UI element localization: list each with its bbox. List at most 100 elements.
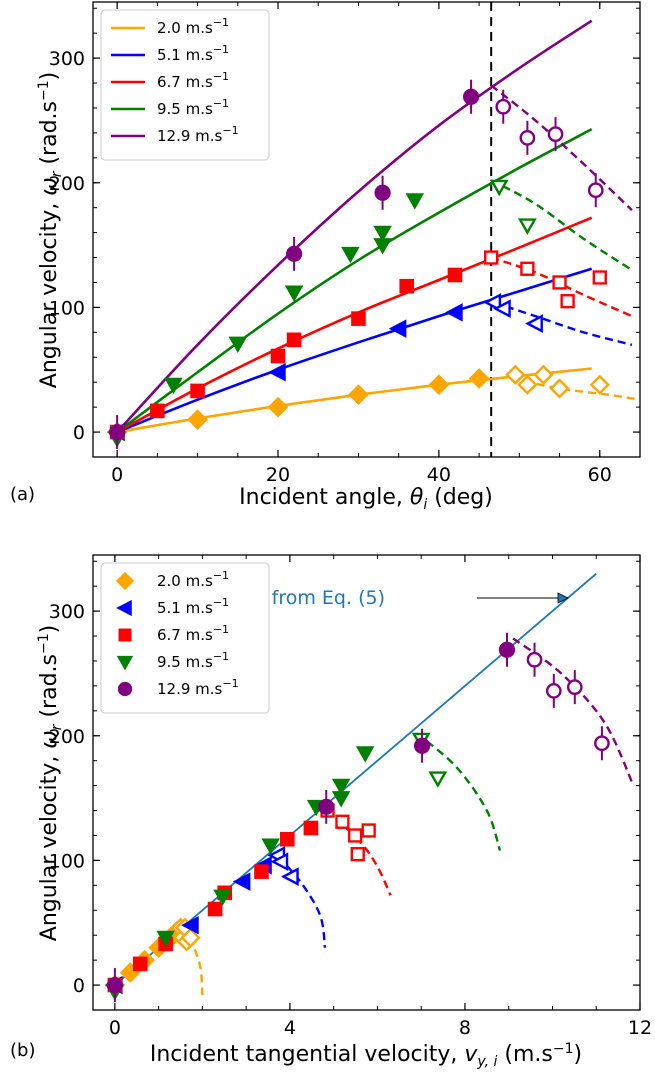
x-tick-label: 60 bbox=[588, 464, 612, 486]
point-6-7-7 bbox=[447, 267, 463, 283]
point-6-7-5 bbox=[351, 311, 366, 326]
legend-label-2-0: 2.0 m.s−1 bbox=[157, 569, 229, 590]
panel-b-legend: 2.0 m.s−1 5.1 m.s−1 6.7 m.s−1 9.5 m.s−1 12.9… bbox=[100, 562, 270, 714]
point-2-0-5 bbox=[468, 368, 490, 389]
open-point-6-7-2 bbox=[347, 828, 363, 843]
panel-a-ticks: 0 20 40 60 0 100 200 300 bbox=[49, 2, 641, 486]
y-tick-label: 200 bbox=[49, 726, 85, 748]
open-point-2-0-4 bbox=[589, 374, 610, 395]
x-tick-label: 20 bbox=[266, 464, 290, 486]
open-point-6-7-3 bbox=[560, 294, 575, 309]
panel-b-xlabel: Incident tangential velocity, vy, i (m.s… bbox=[150, 1041, 582, 1070]
point-12-9-1 bbox=[286, 245, 303, 262]
open-point-5-1-1 bbox=[270, 852, 289, 871]
legend-label-6-7: 6.7 m.s−1 bbox=[157, 70, 229, 91]
dashed-curve-9-5 bbox=[416, 732, 502, 851]
legend-marker-2-0 bbox=[115, 571, 135, 591]
legend-box bbox=[100, 562, 270, 714]
point-2-0-2 bbox=[267, 396, 289, 418]
open-point-12-9-2 bbox=[566, 679, 583, 695]
panel-a-letter: (a) bbox=[10, 484, 35, 505]
model-line bbox=[114, 573, 597, 986]
point-5-1-3 bbox=[445, 303, 463, 322]
point-9-5-1 bbox=[156, 930, 175, 948]
point-9-5-6 bbox=[373, 225, 392, 243]
panel-b: 0 4 8 12 0 100 200 300 2.0 m.s−1 5.1 m.s−1 6.7 m.… bbox=[10, 554, 652, 1070]
point-12-9-3 bbox=[462, 88, 480, 105]
point-6-7-1 bbox=[150, 403, 165, 419]
y-tick-label: 300 bbox=[49, 48, 85, 70]
dashed-curve-5-1 bbox=[276, 854, 327, 948]
open-point-12-9-1 bbox=[545, 683, 562, 699]
open-point-12-9-0 bbox=[495, 98, 512, 115]
open-point-5-1-0 bbox=[483, 293, 502, 312]
point-6-7-6 bbox=[279, 831, 295, 847]
point-9-5-3 bbox=[261, 838, 280, 855]
x-tick-label: 0 bbox=[111, 464, 123, 486]
open-point-12-9-3 bbox=[594, 735, 610, 752]
open-point-2-0-1 bbox=[517, 374, 538, 395]
point-2-0-4 bbox=[428, 374, 450, 396]
open-point-2-0-2 bbox=[533, 364, 554, 385]
open-point-6-7-3 bbox=[350, 847, 365, 862]
open-point-5-1-1 bbox=[492, 299, 511, 318]
open-point-6-7-0 bbox=[484, 250, 499, 265]
point-5-1-1 bbox=[268, 363, 286, 382]
point-9-5-1 bbox=[164, 377, 183, 395]
x-tick-label: 4 bbox=[284, 1017, 296, 1039]
point-6-7-3 bbox=[207, 901, 223, 917]
panel-b-ticks: 0 4 8 12 0 100 200 300 bbox=[49, 555, 652, 1039]
dashed-curve-12-9 bbox=[490, 84, 633, 212]
point-9-5-2 bbox=[228, 336, 248, 353]
point-12-9-2 bbox=[374, 184, 391, 201]
y-tick-label: 0 bbox=[73, 422, 85, 444]
legend-marker-6-7 bbox=[118, 628, 132, 642]
point-12-9-3 bbox=[498, 641, 516, 658]
panel-b-axes-frame bbox=[92, 554, 641, 1011]
open-point-12-9-0 bbox=[526, 651, 543, 668]
panel-a-legend: 2.0 m.s−1 5.1 m.s−1 6.7 m.s−1 9.5 m.s−1 12.9… bbox=[100, 9, 270, 161]
legend-label-5-1: 5.1 m.s−1 bbox=[157, 596, 229, 617]
point-12-9-0 bbox=[109, 423, 126, 441]
dashed-curve-9-5 bbox=[490, 179, 633, 272]
open-point-12-9-2 bbox=[547, 126, 564, 142]
point-12-9-0 bbox=[106, 976, 123, 994]
point-6-7-5 bbox=[254, 864, 269, 879]
point-9-5-6 bbox=[331, 778, 351, 796]
panel-a-axes-frame bbox=[92, 1, 641, 458]
legend-label-2-0: 2.0 m.s−1 bbox=[157, 16, 229, 37]
open-point-2-0-4 bbox=[180, 927, 201, 948]
point-5-1-2 bbox=[232, 872, 251, 891]
y-tick-label: 0 bbox=[73, 975, 85, 997]
panel-a-xlabel: Incident angle, θi (deg) bbox=[239, 485, 493, 513]
y-tick-label: 100 bbox=[49, 297, 85, 319]
point-6-7-3 bbox=[270, 348, 286, 364]
point-5-1-1 bbox=[181, 916, 199, 935]
legend-marker-9-5 bbox=[116, 655, 134, 671]
open-point-6-7-4 bbox=[592, 270, 607, 285]
y-tick-label: 200 bbox=[49, 173, 85, 195]
point-2-0-3 bbox=[348, 384, 369, 405]
point-2-0-1 bbox=[187, 409, 208, 430]
point-6-7-4 bbox=[286, 332, 302, 348]
x-tick-label: 12 bbox=[628, 1017, 652, 1039]
point-5-1-2 bbox=[388, 319, 407, 338]
open-point-9-5-0 bbox=[489, 179, 509, 197]
dashed-curve-5-1 bbox=[493, 301, 633, 346]
legend-label-6-7: 6.7 m.s−1 bbox=[157, 623, 229, 644]
open-point-6-7-1 bbox=[335, 814, 350, 829]
panel-b-data bbox=[104, 573, 635, 1003]
legend-label-9-5: 9.5 m.s−1 bbox=[157, 650, 229, 671]
fit-curve-12-9 bbox=[116, 19, 593, 433]
panel-b-ylabel: Angular velocity, ωr (rad.s−1) bbox=[36, 625, 65, 941]
open-point-12-9-1 bbox=[519, 130, 536, 146]
point-12-9-1 bbox=[318, 798, 335, 815]
point-9-5-3 bbox=[284, 285, 304, 302]
point-12-9-2 bbox=[413, 737, 431, 754]
panel-a-data bbox=[106, 2, 640, 457]
legend-box bbox=[100, 9, 270, 161]
y-tick-label: 300 bbox=[49, 601, 85, 623]
x-tick-label: 0 bbox=[109, 1017, 121, 1039]
x-tick-label: 40 bbox=[427, 464, 451, 486]
